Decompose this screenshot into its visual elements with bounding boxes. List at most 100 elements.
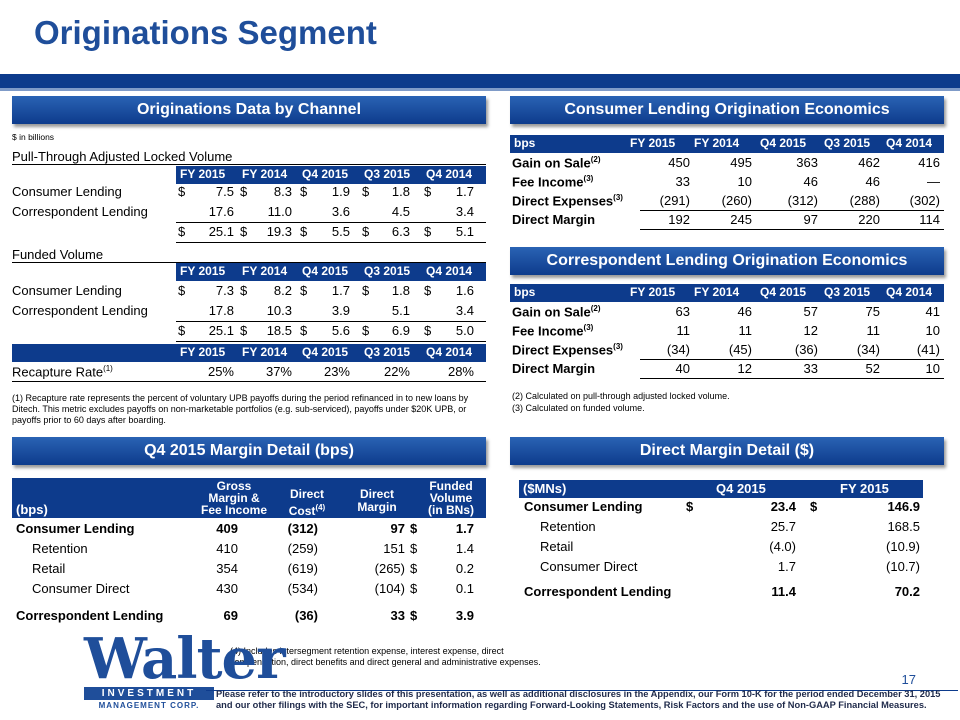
funded-row-dollar: $ xyxy=(178,323,186,338)
margin-note: (4) Includes intersegment retention expe… xyxy=(230,646,541,667)
recapture-value: 37% xyxy=(265,364,292,379)
channel-banner: Originations Data by Channel xyxy=(12,96,486,124)
margin-cost: (36) xyxy=(294,608,318,623)
corr_econ-value: (45) xyxy=(728,342,752,357)
margin-h-funded: Funded Volume (in BNs) xyxy=(428,479,474,517)
funded-row-value: 1.7 xyxy=(331,283,350,298)
pull-header-col: Q4 2015 xyxy=(302,167,349,181)
direct-header: ($MNs) Q4 2015 FY 2015 xyxy=(519,480,923,498)
direct-row-label: Retail xyxy=(540,539,574,554)
funded-header-col: FY 2015 xyxy=(180,264,226,278)
funded-row-value: 5.0 xyxy=(455,323,474,338)
funded-row-label: Consumer Lending xyxy=(12,283,122,298)
corr_econ-value: 12 xyxy=(737,361,752,376)
funded-row-value: 18.5 xyxy=(266,323,292,338)
recapture-header: FY 2015 FY 2014 Q4 2015 Q3 2015 Q4 2014 xyxy=(12,344,486,362)
margin-cost: (534) xyxy=(287,581,318,596)
funded-header: FY 2015 FY 2014 Q4 2015 Q3 2015 Q4 2014 xyxy=(176,263,486,281)
margin-row-label: Consumer Lending xyxy=(16,521,135,536)
pull-row-value: 1.7 xyxy=(455,184,474,199)
corr_econ-total-rule xyxy=(640,378,944,379)
margin-row-label: Retention xyxy=(32,541,88,556)
header-bar xyxy=(0,74,960,88)
pull-row-subtotal-rule xyxy=(176,222,486,223)
consumer_econ-value: (260) xyxy=(721,193,752,208)
funded-header-col: Q3 2015 xyxy=(364,264,411,278)
corr_econ-value: 11 xyxy=(676,323,691,338)
corr_econ-row-label: Fee Income(3) xyxy=(512,323,594,339)
corr-note-2: (2) Calculated on pull-through adjusted … xyxy=(512,391,730,401)
direct-row-label: Correspondent Lending xyxy=(524,584,672,599)
recapture-value: 28% xyxy=(447,364,474,379)
margin-dollar: $ xyxy=(410,521,418,536)
margin-dollar: $ xyxy=(410,581,418,596)
funded-row-subtotal-rule xyxy=(176,321,486,322)
margin-row-label: Retail xyxy=(32,561,66,576)
pull-row-dollar: $ xyxy=(300,184,308,199)
funded-row-dollar: $ xyxy=(424,283,432,298)
margin-funded: 3.9 xyxy=(455,608,474,623)
recapture-rule xyxy=(12,381,486,382)
header-bar-accent xyxy=(0,88,960,91)
funded-title: Funded Volume xyxy=(12,247,486,263)
funded-row-dollar: $ xyxy=(178,283,186,298)
margin-direct: 151 xyxy=(383,541,405,556)
corr_econ-col: FY 2015 xyxy=(630,285,676,299)
corr_econ-value: 10 xyxy=(925,361,940,376)
consumer_econ-col: FY 2014 xyxy=(694,136,740,150)
funded-row-value: 17.8 xyxy=(208,303,234,318)
consumer_econ-col: bps xyxy=(514,136,536,150)
funded-row-dollar: $ xyxy=(424,323,432,338)
funded-row-value: 8.2 xyxy=(273,283,292,298)
page-number: 17 xyxy=(901,672,916,687)
page-title: Originations Segment xyxy=(34,14,377,51)
pull-header-col: FY 2014 xyxy=(242,167,288,181)
consumer_econ-value: 220 xyxy=(858,212,880,227)
pull-row-value: 25.1 xyxy=(208,224,234,239)
consumer_econ-header: bps FY 2015 FY 2014 Q4 2015 Q3 2015 Q4 2014 xyxy=(510,135,944,153)
margin-h-bps: (bps) xyxy=(16,502,48,517)
pull-row-value: 8.3 xyxy=(273,184,292,199)
pull-row-dollar: $ xyxy=(424,224,432,239)
direct-h-q4: Q4 2015 xyxy=(716,481,766,496)
direct-q4: 23.4 xyxy=(770,499,796,514)
funded-row-value: 3.9 xyxy=(331,303,350,318)
consumer_econ-row-label: Direct Margin xyxy=(512,212,596,227)
pull-row-total-rule xyxy=(176,242,486,243)
corr-note-3: (3) Calculated on funded volume. xyxy=(512,403,645,413)
funded-row-value: 6.9 xyxy=(391,323,410,338)
pull-row-value: 6.3 xyxy=(391,224,410,239)
consumer_econ-value: (312) xyxy=(787,193,818,208)
pull-row-dollar: $ xyxy=(178,184,186,199)
margin-cost: (619) xyxy=(287,561,318,576)
consumer_econ-value: — xyxy=(927,174,940,189)
consumer_econ-value: 450 xyxy=(668,155,690,170)
corr_econ-value: (34) xyxy=(666,342,690,357)
funded-row-value: 5.6 xyxy=(331,323,350,338)
logo-sub: INVESTMENT xyxy=(84,687,214,700)
direct-row-label: Retention xyxy=(540,519,596,534)
pull-header: FY 2015 FY 2014 Q4 2015 Q3 2015 Q4 2014 xyxy=(176,166,486,184)
recapture-col: Q4 2015 xyxy=(302,345,349,359)
direct-h-unit: ($MNs) xyxy=(523,481,567,496)
consumer_econ-value: 363 xyxy=(796,155,818,170)
funded-row-value: 5.1 xyxy=(391,303,410,318)
consumer_econ-value: 10 xyxy=(737,174,752,189)
direct-h-fy: FY 2015 xyxy=(840,481,889,496)
funded-row-value: 25.1 xyxy=(208,323,234,338)
direct-q4: 25.7 xyxy=(770,519,796,534)
pull-header-col: FY 2015 xyxy=(180,167,226,181)
consumer_econ-col: Q4 2015 xyxy=(760,136,807,150)
corr_econ-row-label: Direct Expenses(3) xyxy=(512,342,623,358)
consumer_econ-col: Q4 2014 xyxy=(886,136,933,150)
consumer_econ-row-label: Direct Expenses(3) xyxy=(512,193,623,209)
pull-row-dollar: $ xyxy=(424,184,432,199)
funded-row-dollar: $ xyxy=(362,283,370,298)
logo-wordmark: Walter xyxy=(84,626,286,692)
pull-row-dollar: $ xyxy=(300,224,308,239)
recapture-col: FY 2014 xyxy=(242,345,288,359)
pull-row-value: 17.6 xyxy=(208,204,234,219)
corr_econ-value: (41) xyxy=(916,342,940,357)
margin-gross: 410 xyxy=(216,541,238,556)
direct-fy: (10.9) xyxy=(886,539,920,554)
